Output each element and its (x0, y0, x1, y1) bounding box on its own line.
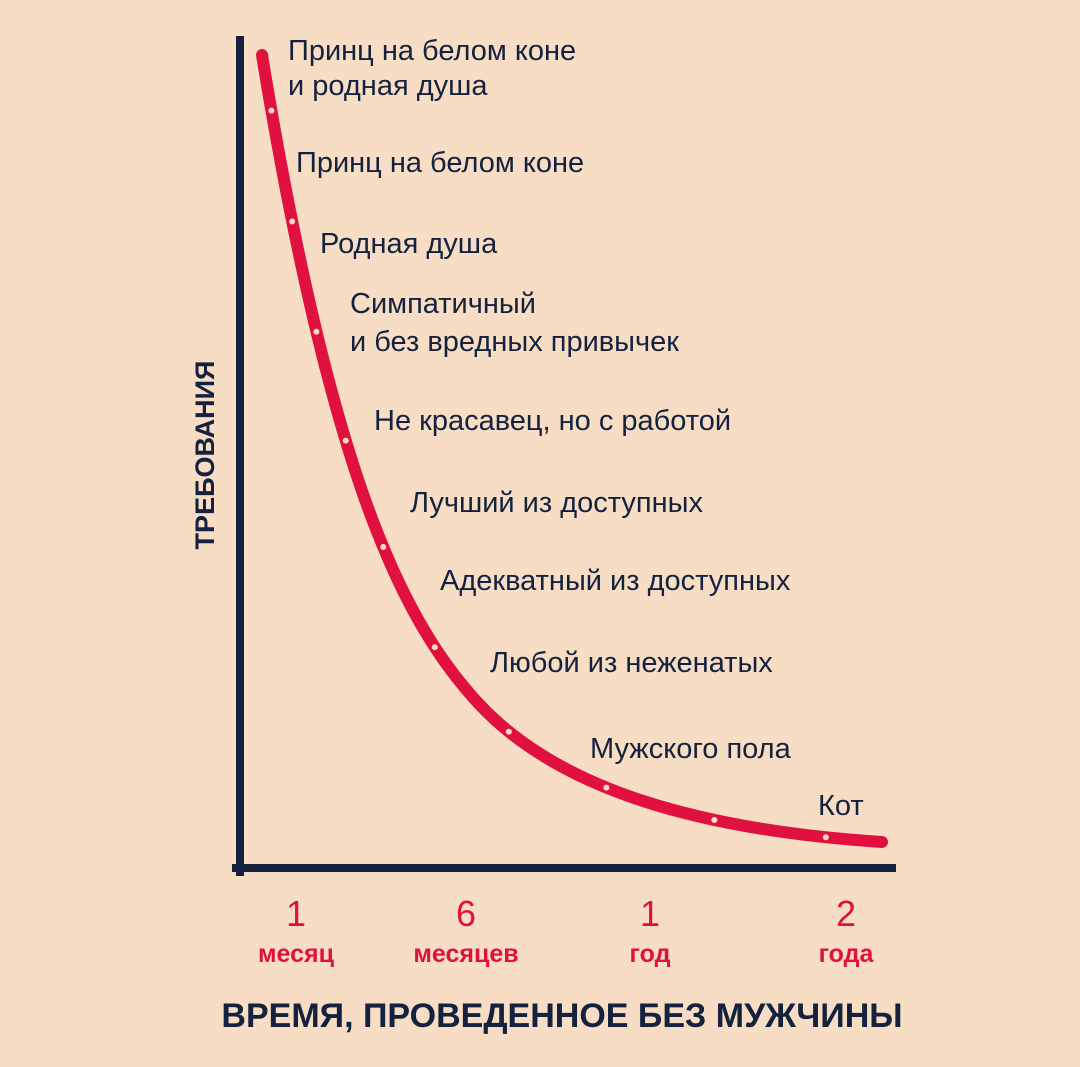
x-tick-value: 6 (456, 893, 476, 934)
curve-gap (289, 218, 296, 225)
level-line: Кот (818, 790, 864, 822)
level-line: и родная душа (288, 70, 488, 102)
level-label: Лучший из доступных (410, 487, 703, 519)
level-line: Симпатичный (350, 288, 536, 320)
x-tick-unit: месяцев (413, 940, 518, 968)
curve-gaps (268, 107, 829, 841)
curve-gap (268, 107, 275, 114)
level-label: Принц на белом коне и родная душа (288, 35, 576, 102)
level-label: Кот (818, 790, 864, 822)
x-tick-value: 1 (640, 893, 660, 934)
level-line: Родная душа (320, 228, 498, 260)
level-label: Симпатичный и без вредных привычек (350, 288, 679, 358)
level-line: Адекватный из доступных (440, 565, 791, 597)
level-label: Мужского пола (590, 733, 792, 765)
curve-gap (431, 644, 438, 651)
x-tick-unit: года (819, 940, 875, 968)
level-label: Родная душа (320, 228, 498, 260)
curve-gap (711, 816, 718, 823)
level-label: Любой из неженатых (490, 647, 773, 679)
curve-gap (505, 728, 512, 735)
level-line: Любой из неженатых (490, 647, 773, 679)
level-labels: Принц на белом коне и родная душа Принц н… (288, 35, 864, 822)
curve-gap (380, 544, 387, 551)
level-line: Принц на белом коне (288, 35, 576, 67)
level-line: Принц на белом коне (296, 147, 584, 179)
x-tick-value: 1 (286, 893, 306, 934)
x-tick-unit: год (630, 940, 671, 968)
x-axis-title: ВРЕМЯ, ПРОВЕДЕННОЕ БЕЗ МУЖЧИНЫ (221, 997, 902, 1035)
curve-gap (822, 834, 829, 841)
y-axis-title: ТРЕБОВАНИЯ (190, 361, 220, 550)
level-line: Не красавец, но с работой (374, 405, 731, 437)
level-label: Принц на белом коне (296, 147, 584, 179)
level-label: Адекватный из доступных (440, 565, 791, 597)
level-label: Не красавец, но с работой (374, 405, 731, 437)
level-line: и без вредных привычек (350, 326, 679, 358)
curve-gap (603, 784, 610, 791)
x-tick-unit: месяц (258, 940, 335, 968)
x-tick-labels: 1 месяц 6 месяцев 1 год 2 года (258, 893, 874, 968)
level-line: Мужского пола (590, 733, 792, 765)
curve-gap (313, 328, 320, 335)
requirements-curve (256, 49, 888, 848)
curve-gap (342, 437, 349, 444)
x-tick-value: 2 (836, 893, 856, 934)
level-line: Лучший из доступных (410, 487, 703, 519)
